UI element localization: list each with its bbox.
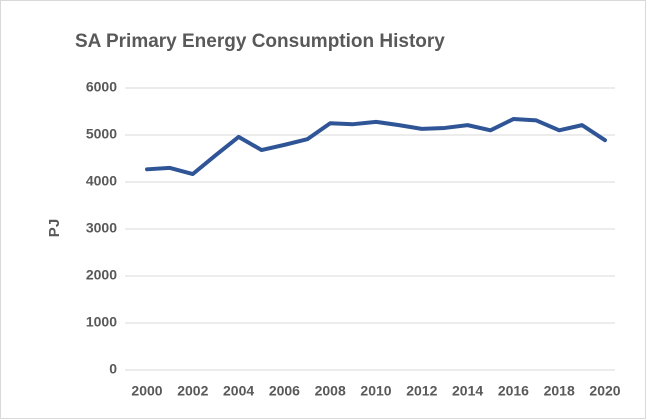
y-tick-label: 2000 [86,267,117,283]
y-axis-label: PJ [46,219,63,237]
x-tick-label: 2012 [406,383,437,399]
x-tick-label: 2010 [360,383,391,399]
line-series [145,117,607,177]
x-tick-label: 2000 [131,383,162,399]
y-tick-label: 0 [109,361,117,377]
x-tick-label: 2006 [269,383,300,399]
x-tick-label: 2016 [498,383,529,399]
x-tick-label: 2020 [589,383,620,399]
x-tick-label: 2014 [452,383,483,399]
y-tick-label: 4000 [86,173,117,189]
y-tick-label: 1000 [86,314,117,330]
y-tick-label: 6000 [86,79,117,95]
x-tick-label: 2002 [177,383,208,399]
y-tick-label: 5000 [86,126,117,142]
x-tick-label: 2008 [315,383,346,399]
x-tick-label: 2004 [223,383,254,399]
chart-title: SA Primary Energy Consumption History [75,31,445,52]
x-tick-label: 2018 [544,383,575,399]
y-tick-label: 3000 [86,220,117,236]
